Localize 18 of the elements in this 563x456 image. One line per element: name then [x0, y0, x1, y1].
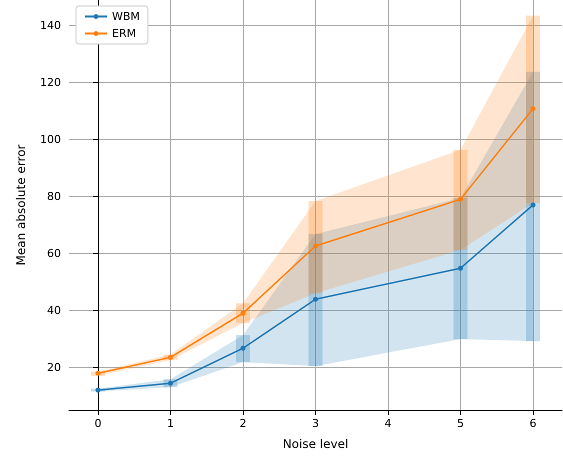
y-tick-label: 80	[47, 190, 61, 203]
y-axis-title: Mean absolute error	[14, 144, 28, 266]
x-tick-label: 0	[94, 417, 102, 430]
x-tick-label: 2	[240, 417, 246, 430]
y-tick-label: 100	[40, 133, 61, 146]
x-tick-label: 4	[384, 417, 392, 430]
y-tick-label: 120	[40, 76, 61, 90]
y-tick-label: 140	[40, 19, 61, 32]
x-tick-label: 3	[312, 417, 319, 430]
y-tick-label: 40	[47, 304, 61, 317]
legend-label: ERM	[112, 27, 136, 40]
x-tick-label: 5	[457, 417, 464, 430]
y-tick-label: 20	[47, 360, 61, 374]
x-tick-label: 1	[167, 417, 174, 430]
x-axis-title: Noise level	[282, 437, 348, 451]
x-tick-label: 6	[530, 417, 536, 430]
legend-label: WBM	[112, 10, 140, 23]
y-tick-label: 60	[47, 246, 61, 260]
